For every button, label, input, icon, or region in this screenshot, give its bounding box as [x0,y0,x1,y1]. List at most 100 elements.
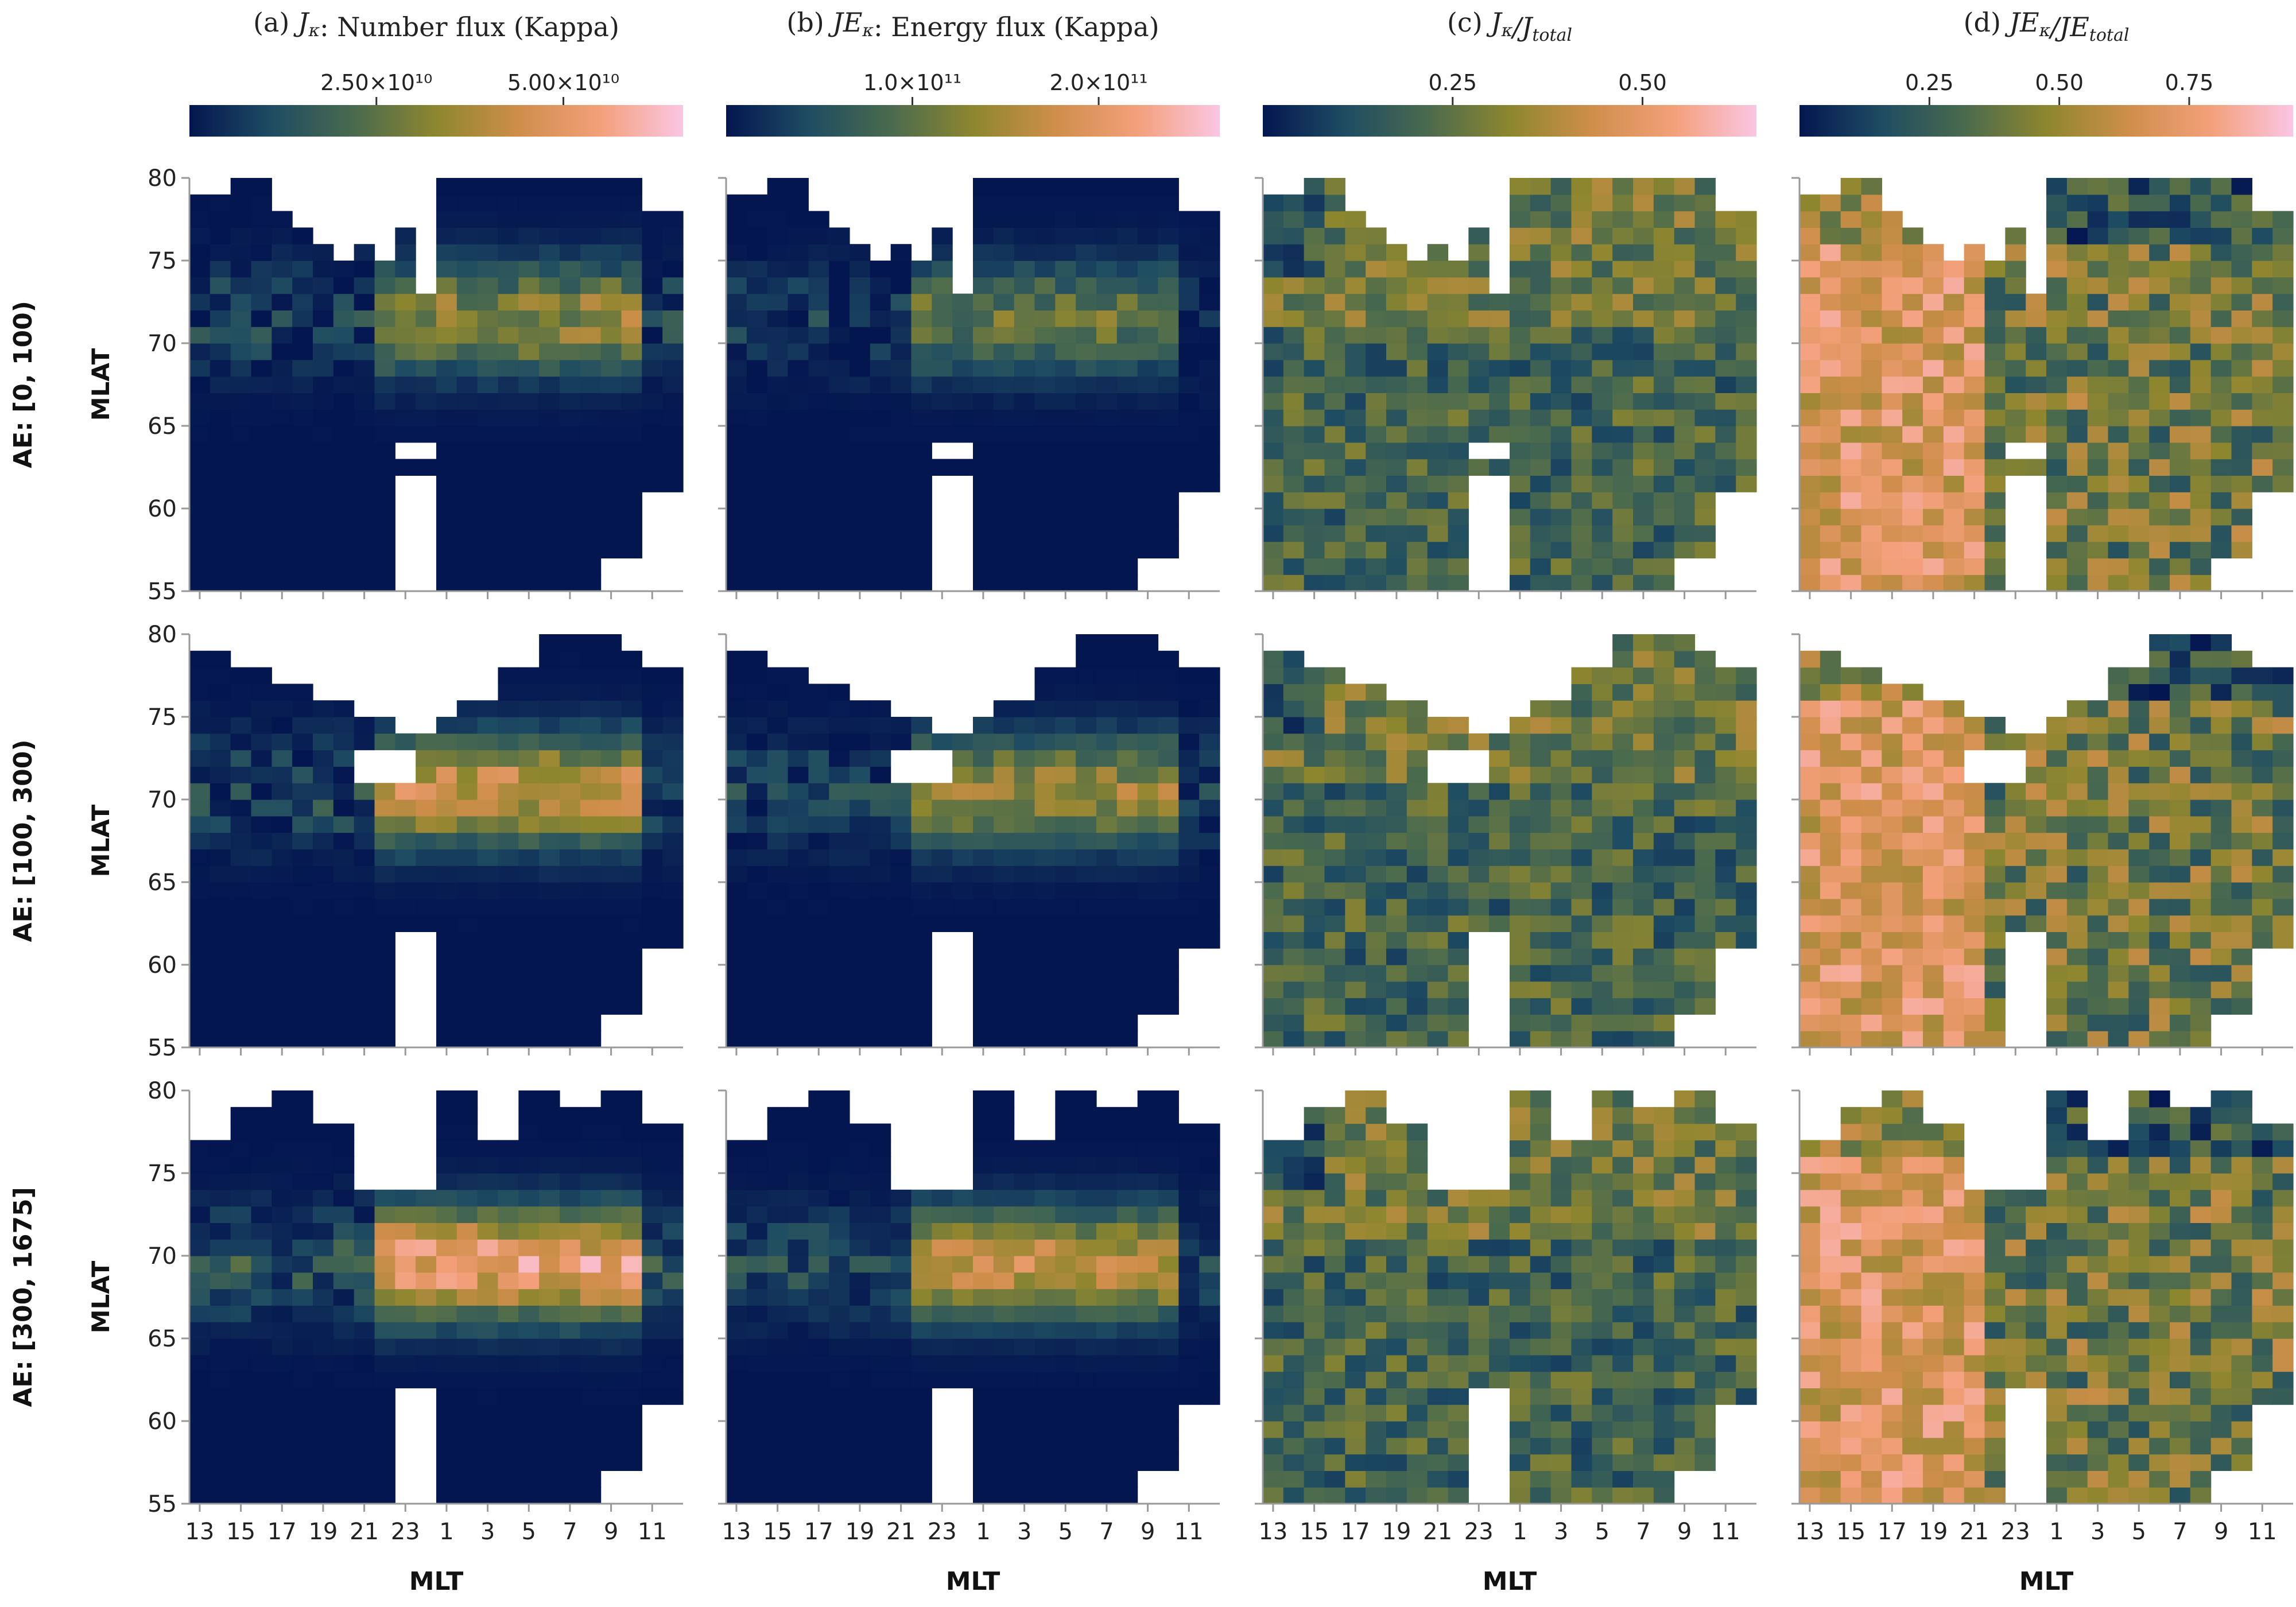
heatmap-cell [1055,997,1076,1015]
heatmap-cell [498,376,519,393]
heatmap-cell [808,700,829,717]
heatmap-cell [1902,717,1923,734]
heatmap-cell [746,343,768,360]
heatmap-cell [1943,1031,1965,1048]
heatmap-cell [2170,475,2191,492]
heatmap-cell [746,849,768,866]
heatmap-cell [292,1239,313,1256]
heatmap-cell [1510,178,1531,195]
heatmap-cell [2026,733,2047,751]
heatmap-cell [1199,310,1220,327]
heatmap-cell [1427,244,1449,261]
heatmap-cell [272,1189,293,1207]
heatmap-cell [230,1272,252,1290]
heatmap-cell [313,733,334,751]
heatmap-cell [333,343,355,360]
heatmap-cell [1137,426,1159,443]
heatmap-cell [374,882,395,899]
heatmap-cell [1304,700,1325,717]
heatmap-cell [870,409,891,426]
row-label-2: AE: [300, 1675] [9,1187,38,1407]
heatmap-cell [1694,783,1716,800]
heatmap-cell [662,1338,684,1356]
heatmap-cell [726,261,747,278]
heatmap-cell [1633,261,1654,278]
heatmap-cell [2231,492,2252,509]
heatmap-cell [1386,1014,1407,1031]
heatmap-cell [1324,766,1345,783]
heatmap-cell [726,1388,747,1405]
heatmap-cell [1345,277,1366,294]
heatmap-cell [2066,832,2088,849]
heatmap-cell [600,948,622,965]
heatmap-cell [2210,409,2232,426]
heatmap-cell [1612,931,1634,949]
heatmap-cell [808,525,829,542]
heatmap-cell [1799,1014,1821,1031]
heatmap-cell [272,244,293,261]
heatmap-cell [272,684,293,701]
heatmap-cell [829,558,850,575]
y-tick-label: 60 [148,496,177,522]
heatmap-cell [1550,393,1572,410]
heatmap-cell [1820,393,1841,410]
heatmap-cell [374,1470,395,1488]
heatmap-cell [1324,832,1345,849]
heatmap-cell [767,832,789,849]
heatmap-cell [210,475,231,492]
heatmap-cell [1943,915,1965,932]
heatmap-cell [993,865,1015,883]
heatmap-cell [911,509,932,526]
heatmap-cell [374,799,395,817]
heatmap-cell [1076,343,1097,360]
heatmap-cell [600,1107,622,1124]
heatmap-cell [1571,376,1592,393]
heatmap-cell [2108,816,2129,833]
heatmap-cell [272,717,293,734]
heatmap-cell [2190,865,2212,883]
heatmap-cell [850,558,871,575]
heatmap-cell [870,931,891,949]
heatmap-cell [2210,475,2232,492]
heatmap-cell [746,1487,768,1504]
heatmap-cell [1178,459,1200,476]
heatmap-cell [354,997,375,1015]
heatmap-cell [1736,277,1757,294]
heatmap-cell [272,492,293,509]
heatmap-cell [870,750,891,767]
heatmap-cell [518,799,540,817]
heatmap-cell [1283,426,1305,443]
heatmap-cell [272,575,293,592]
heatmap-cell [1571,997,1592,1015]
heatmap-cell [1612,426,1634,443]
heatmap-cell [1116,997,1138,1015]
heatmap-cell [272,997,293,1015]
heatmap-cell [416,766,437,783]
heatmap-cell [2066,931,2088,949]
heatmap-cell [518,1404,540,1422]
heatmap-cell [1861,261,1882,278]
heatmap-cell [1550,277,1572,294]
heatmap-cell [1592,409,1613,426]
heatmap-cell [621,684,642,701]
heatmap-cell [2252,700,2273,717]
heatmap-cell [416,376,437,393]
heatmap-cell [1199,915,1220,932]
heatmap-cell [2026,459,2047,476]
heatmap-cell [456,832,478,849]
heatmap-cell [1923,915,1944,932]
heatmap-cell [456,426,478,443]
heatmap-cell [1984,783,2006,800]
heatmap-cell [2252,832,2273,849]
heatmap-cell [189,882,211,899]
heatmap-cell [952,816,974,833]
heatmap-cell [870,327,891,344]
heatmap-cell [1158,650,1179,668]
heatmap-cell [539,1014,560,1031]
heatmap-cell [642,409,663,426]
heatmap-cell [890,816,912,833]
heatmap-cell [1366,393,1387,410]
heatmap-cell [313,766,334,783]
heatmap-cell [1386,733,1407,751]
heatmap-cell [1694,650,1716,668]
